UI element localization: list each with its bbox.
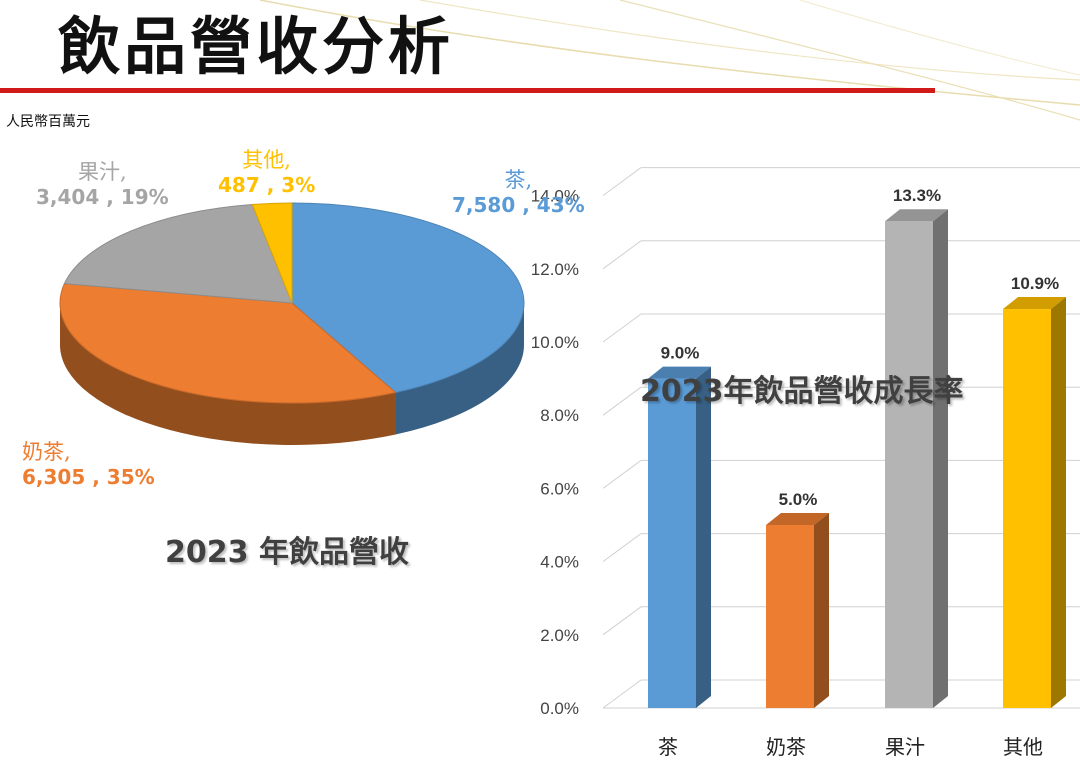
data-label-tea: 9.0% bbox=[661, 344, 700, 363]
x-category-label-tea: 茶 bbox=[658, 735, 678, 759]
bar-top-tea bbox=[648, 366, 711, 379]
slice-name-milk-tea: 奶茶, bbox=[22, 440, 71, 464]
y-tick-label: 6.0% bbox=[540, 479, 579, 498]
slice-label-milk-tea: 奶茶, 6,305 , 35% bbox=[22, 440, 155, 489]
x-category-label-juice: 果汁 bbox=[885, 735, 925, 759]
bar-top-juice bbox=[885, 209, 948, 222]
y-tick-label: 10.0% bbox=[531, 333, 579, 352]
pie-chart bbox=[59, 202, 525, 445]
bar-side-milk-tea bbox=[814, 513, 829, 708]
grid-diagonal bbox=[602, 240, 642, 270]
y-tick-label: 8.0% bbox=[540, 406, 579, 425]
bar-top-milk-tea bbox=[766, 513, 829, 525]
slice-percent-tea: 43% bbox=[536, 193, 585, 217]
title-underline bbox=[0, 88, 935, 93]
slice-value-juice: 3,404 bbox=[36, 185, 100, 209]
bar-tea bbox=[648, 378, 696, 708]
slice-name-other: 其他, bbox=[242, 148, 291, 172]
y-tick-label: 12.0% bbox=[531, 260, 579, 279]
pie-slice-tea bbox=[291, 202, 525, 394]
grid-diagonal bbox=[602, 313, 642, 343]
bar-top-other bbox=[1003, 297, 1066, 310]
bar-chart: 0.0% 2.0% 4.0% 6.0% 8.0% 10.0% 12.0% 14.0% 9.0% 茶… bbox=[531, 167, 1080, 759]
slice-label-other: 其他, 487 , 3% bbox=[218, 148, 316, 197]
grid-diagonal bbox=[602, 459, 642, 489]
x-category-label-other: 其他 bbox=[1003, 735, 1043, 759]
slice-value-tea: 7,580 bbox=[452, 193, 516, 217]
unit-label: 人民幣百萬元 bbox=[6, 114, 90, 130]
y-tick-label: 4.0% bbox=[540, 553, 579, 572]
data-label-juice: 13.3% bbox=[893, 186, 941, 205]
bar-side-other bbox=[1051, 297, 1066, 708]
bar-chart-title: 2023年飲品營收成長率 bbox=[640, 374, 964, 409]
bar-side-juice bbox=[933, 209, 948, 708]
grid-diagonal bbox=[602, 533, 642, 563]
pie-side-milk-tea bbox=[60, 303, 396, 445]
y-tick-label: 2.0% bbox=[540, 626, 579, 645]
slice-percent-milk-tea: 35% bbox=[106, 465, 155, 489]
bar-side-tea bbox=[696, 366, 711, 708]
data-label-other: 10.9% bbox=[1011, 274, 1059, 293]
grid-diagonal bbox=[602, 386, 642, 416]
bar-juice bbox=[885, 221, 933, 708]
slice-value-other: 487 bbox=[218, 173, 260, 197]
pie-slice-milk-tea bbox=[59, 283, 397, 404]
grid-diagonal bbox=[602, 679, 642, 709]
slice-label-tea: 茶, 7,580 , 43% bbox=[452, 168, 585, 217]
bar-milk-tea bbox=[766, 525, 814, 708]
slice-name-juice: 果汁, bbox=[77, 160, 127, 184]
slice-name-tea: 茶, bbox=[504, 168, 533, 192]
slice-percent-juice: 19% bbox=[120, 185, 169, 209]
x-category-label-milk-tea: 奶茶 bbox=[766, 735, 806, 759]
slice-percent-other: 3% bbox=[281, 173, 316, 197]
page-title: 飲品營收分析 bbox=[58, 10, 455, 83]
data-label-milk-tea: 5.0% bbox=[779, 490, 818, 509]
y-tick-label: 14.0% bbox=[531, 187, 579, 206]
grid-diagonal bbox=[602, 167, 642, 197]
pie-slice-juice bbox=[63, 203, 293, 304]
slice-label-juice: 果汁, 3,404 , 19% bbox=[36, 160, 169, 209]
pie-slice-other bbox=[251, 202, 293, 304]
pie-side-tea bbox=[395, 303, 524, 435]
pie-chart-title: 2023 年飲品營收 bbox=[165, 535, 409, 570]
slice-value-milk-tea: 6,305 bbox=[22, 465, 86, 489]
bar-other bbox=[1003, 309, 1051, 708]
grid-diagonal bbox=[602, 606, 642, 636]
y-tick-label: 0.0% bbox=[540, 699, 579, 718]
